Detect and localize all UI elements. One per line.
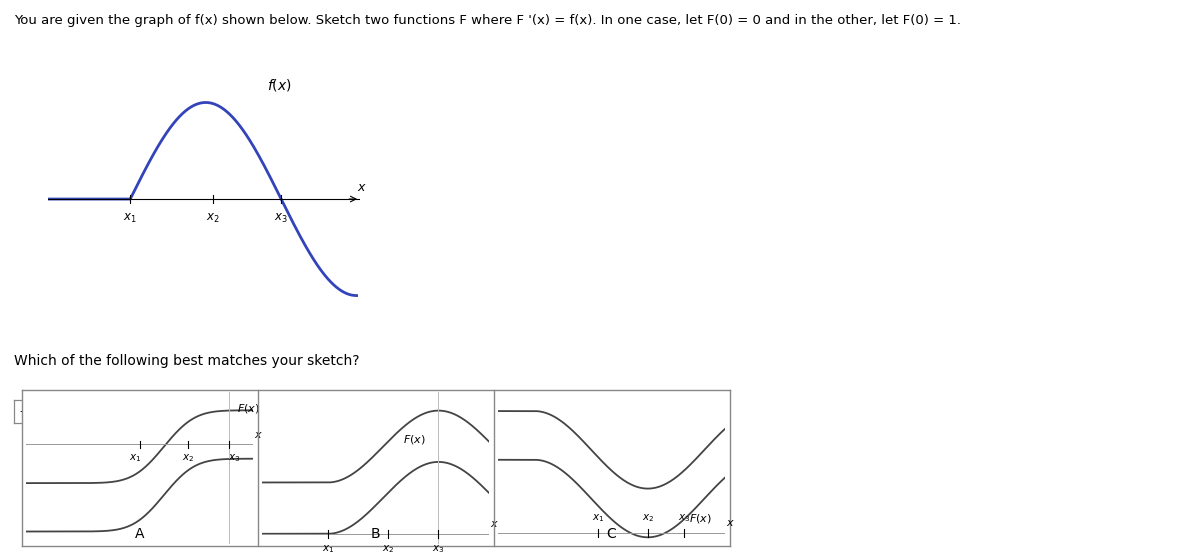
Text: $x_1$: $x_1$ <box>322 543 334 555</box>
Text: $x_1$: $x_1$ <box>124 212 137 224</box>
Text: $x$: $x$ <box>356 181 366 194</box>
Text: $x_2$: $x_2$ <box>382 543 395 555</box>
Text: $x$: $x$ <box>490 519 499 529</box>
Text: ---Select---: ---Select--- <box>19 405 82 418</box>
Text: $x_3$: $x_3$ <box>432 543 445 555</box>
Text: Which of the following best matches your sketch?: Which of the following best matches your… <box>14 354 360 368</box>
Text: $x_2$: $x_2$ <box>205 212 220 224</box>
Text: A: A <box>134 526 144 541</box>
Text: $x_2$: $x_2$ <box>642 512 654 524</box>
Text: $F(x)$: $F(x)$ <box>403 433 426 446</box>
Text: ✓: ✓ <box>108 407 116 417</box>
Text: $x_1$: $x_1$ <box>592 512 605 524</box>
Text: $x_1$: $x_1$ <box>130 452 142 464</box>
Text: $f(x)$: $f(x)$ <box>268 77 292 93</box>
Text: $x_3$: $x_3$ <box>275 212 288 224</box>
Text: $x$: $x$ <box>253 430 263 440</box>
Text: $x$: $x$ <box>726 519 734 529</box>
Text: $x_3$: $x_3$ <box>228 452 241 464</box>
Text: $x_2$: $x_2$ <box>182 452 194 464</box>
Text: $F(x)$: $F(x)$ <box>689 512 712 525</box>
Text: $F(x)$: $F(x)$ <box>236 402 259 416</box>
Text: C: C <box>607 526 617 541</box>
Text: $x_3$: $x_3$ <box>678 512 690 524</box>
Text: You are given the graph of f(x) shown below. Sketch two functions F where F '(x): You are given the graph of f(x) shown be… <box>14 14 961 27</box>
Text: B: B <box>371 526 380 541</box>
